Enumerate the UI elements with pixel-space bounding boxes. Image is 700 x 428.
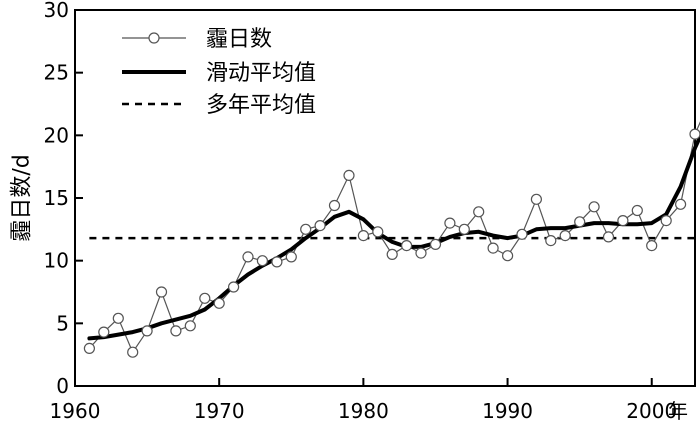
data-point-1997 xyxy=(602,231,615,243)
data-point-1973 xyxy=(256,255,268,267)
data-point-1985 xyxy=(429,238,442,250)
legend-marker-haze-days xyxy=(148,32,160,44)
data-point-2003 xyxy=(689,128,700,140)
data-point-1996 xyxy=(588,201,600,213)
data-point-1984 xyxy=(415,247,427,259)
data-point-1962 xyxy=(98,326,110,338)
y-tick-label-30: 30 xyxy=(44,0,69,22)
plot-area xyxy=(74,9,696,387)
data-point-2002 xyxy=(674,198,687,210)
plot-frame xyxy=(74,9,696,387)
legend-label-haze-days: 霾日数 xyxy=(206,27,272,52)
data-point-1989 xyxy=(487,242,499,254)
y-axis: 0 5 10 15 20 25 30 xyxy=(44,0,83,398)
legend-label-moving-average: 滑动平均值 xyxy=(206,61,316,86)
data-point-1972 xyxy=(242,251,254,263)
x-tick-label-1970: 1970 xyxy=(194,399,245,423)
data-point-1977 xyxy=(314,220,326,232)
data-point-1998 xyxy=(617,215,629,227)
data-point-1993 xyxy=(545,235,557,247)
data-point-1978 xyxy=(328,199,341,212)
y-tick-label-20: 20 xyxy=(44,123,69,147)
y-axis-title: 霾日数/d xyxy=(10,154,35,241)
data-point-1982 xyxy=(386,248,398,260)
data-point-1961 xyxy=(83,342,96,354)
data-point-1999 xyxy=(631,204,643,217)
data-point-1968 xyxy=(184,320,196,332)
y-tick-label-15: 15 xyxy=(44,186,69,210)
x-tick-label-1960: 1960 xyxy=(50,399,101,423)
x-tick-label-1990: 1990 xyxy=(482,399,533,423)
x-tick-label-2000: 2000 xyxy=(626,399,677,423)
data-point-1983 xyxy=(401,240,413,252)
data-point-1976 xyxy=(300,223,312,235)
legend-label-long-term-mean: 多年平均值 xyxy=(206,93,316,118)
data-point-1974 xyxy=(271,256,283,268)
data-point-1979 xyxy=(343,169,355,181)
x-tick-label-1980: 1980 xyxy=(338,399,389,423)
data-point-1975 xyxy=(285,251,297,263)
data-point-1967 xyxy=(170,325,182,337)
y-tick-label-25: 25 xyxy=(44,61,69,85)
data-point-1992 xyxy=(530,193,543,205)
x-axis: 年 1960 1970 1980 1990 2000 xyxy=(50,378,688,423)
data-point-1969 xyxy=(199,292,211,304)
data-point-1964 xyxy=(127,346,139,358)
y-tick-label-10: 10 xyxy=(44,249,69,273)
data-point-1988 xyxy=(473,206,485,218)
series-line-haze-days xyxy=(88,121,700,354)
data-point-1970 xyxy=(213,297,225,309)
data-point-1966 xyxy=(155,286,168,298)
data-point-1981 xyxy=(372,226,384,238)
data-point-1995 xyxy=(574,216,586,228)
data-point-1963 xyxy=(112,312,124,324)
data-point-1994 xyxy=(559,230,571,242)
x-axis-unit-label: 年 xyxy=(668,399,688,423)
data-point-1987 xyxy=(458,223,470,235)
data-point-1990 xyxy=(502,250,514,262)
y-tick-label-5: 5 xyxy=(56,311,69,335)
data-point-1980 xyxy=(357,230,369,242)
y-tick-label-0: 0 xyxy=(56,374,69,398)
data-point-1971 xyxy=(228,281,240,293)
series-layer xyxy=(83,121,700,358)
data-point-1991 xyxy=(516,228,528,240)
data-point-1986 xyxy=(444,217,456,229)
data-point-1965 xyxy=(141,325,153,337)
series-line-moving-average xyxy=(87,132,700,341)
data-point-2000 xyxy=(646,240,658,252)
legend: 霾日数 滑动平均值 多年平均值 xyxy=(122,27,316,118)
data-point-2001 xyxy=(660,215,672,227)
